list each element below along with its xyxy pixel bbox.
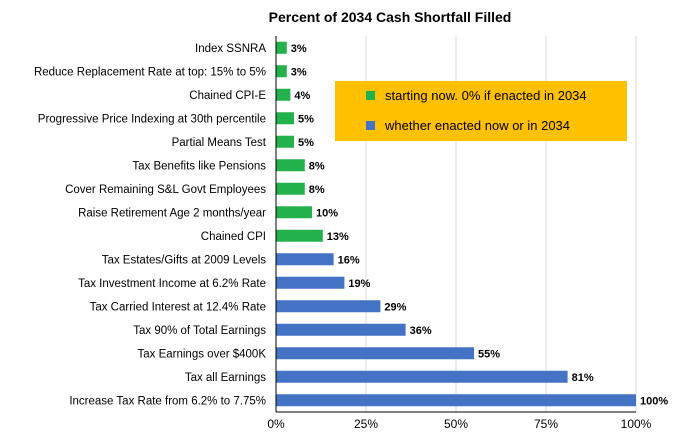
chart-title: Percent of 2034 Cash Shortfall Filled	[269, 9, 512, 25]
bar	[276, 65, 287, 78]
category-label: Tax 90% of Total Earnings	[133, 325, 266, 337]
category-label: Chained CPI	[201, 231, 266, 243]
category-label: Tax Estates/Gifts at 2009 Levels	[102, 254, 267, 266]
bar	[276, 112, 294, 125]
category-label: Tax Benefits like Pensions	[132, 160, 266, 172]
category-label: Index SSNRA	[195, 43, 266, 55]
bar	[276, 229, 323, 242]
x-axis-ticks: 0% 25% 50% 75% 100%	[267, 417, 651, 431]
x-tick-label: 25%	[354, 417, 378, 431]
category-label: Progressive Price Indexing at 30th perce…	[38, 113, 266, 125]
bar	[276, 159, 305, 172]
value-label: 36%	[410, 325, 432, 337]
value-label: 3%	[291, 66, 307, 78]
category-label: Cover Remaining S&L Govt Employees	[65, 184, 266, 196]
bar	[276, 347, 474, 360]
bar	[276, 300, 381, 313]
bar	[276, 370, 568, 383]
value-label: 5%	[298, 113, 314, 125]
bar	[276, 253, 334, 266]
value-label: 100%	[640, 395, 668, 407]
value-label: 3%	[291, 43, 307, 55]
value-label: 8%	[309, 184, 325, 196]
category-label: Reduce Replacement Rate at top: 15% to 5…	[34, 66, 266, 78]
bar	[276, 323, 406, 336]
category-label: Tax Carried Interest at 12.4% Rate	[90, 301, 266, 313]
value-label: 4%	[294, 90, 310, 102]
value-label: 8%	[309, 160, 325, 172]
value-label: 29%	[384, 301, 406, 313]
value-label: 19%	[348, 278, 370, 290]
category-label: Tax Earnings over $400K	[138, 348, 267, 360]
value-label: 5%	[298, 137, 314, 149]
bar	[276, 206, 312, 219]
legend-label-blue: whether enacted now or in 2034	[384, 118, 570, 133]
bar	[276, 182, 305, 195]
value-label: 13%	[327, 231, 349, 243]
x-tick-label: 100%	[621, 417, 652, 431]
bars	[276, 41, 636, 407]
x-tick-label: 0%	[267, 417, 285, 431]
bar	[276, 276, 345, 289]
bar	[276, 394, 636, 407]
bar	[276, 41, 287, 54]
category-label: Increase Tax Rate from 6.2% to 7.75%	[69, 395, 266, 407]
bar	[276, 88, 291, 101]
value-labels: 3% 3% 4% 5% 5% 8% 8% 10% 13% 16% 19% 29% 36% 55% 81% 10…	[291, 43, 669, 408]
x-tick-label: 75%	[534, 417, 558, 431]
legend-swatch-green	[366, 91, 375, 100]
legend-swatch-blue	[366, 121, 375, 130]
bar	[276, 135, 294, 148]
legend-background	[335, 81, 627, 141]
category-label: Tax Investment Income at 6.2% Rate	[78, 278, 266, 290]
category-labels: Index SSNRA Reduce Replacement Rate at to…	[34, 43, 267, 408]
legend: starting now. 0% if enacted in 2034 whet…	[335, 81, 627, 141]
value-label: 81%	[572, 372, 594, 384]
category-label: Raise Retirement Age 2 months/year	[78, 207, 266, 219]
legend-label-green: starting now. 0% if enacted in 2034	[385, 88, 587, 103]
category-label: Tax all Earnings	[185, 372, 266, 384]
category-label: Partial Means Test	[172, 137, 267, 149]
value-label: 55%	[478, 348, 500, 360]
category-label: Chained CPI-E	[189, 90, 266, 102]
x-tick-label: 50%	[444, 417, 468, 431]
value-label: 16%	[338, 254, 360, 266]
value-label: 10%	[316, 207, 338, 219]
